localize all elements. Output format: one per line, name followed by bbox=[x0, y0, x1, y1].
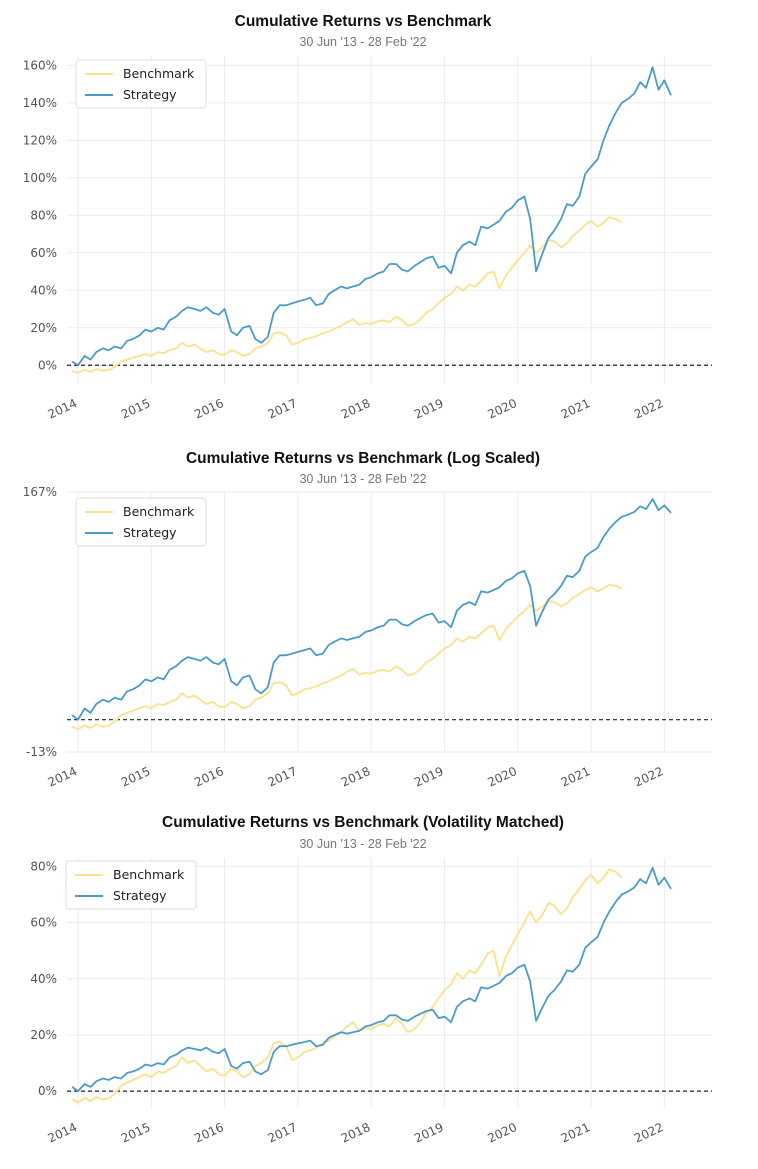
x-tick-label: 2019 bbox=[412, 1120, 446, 1146]
x-tick-label: 2021 bbox=[559, 764, 593, 790]
chart-3-lines bbox=[67, 866, 712, 1104]
chart-1-legend: Benchmark Strategy bbox=[75, 59, 207, 109]
x-tick-label: 2016 bbox=[192, 764, 226, 790]
y-tick-label: 60% bbox=[30, 916, 57, 930]
x-tick-label: 2017 bbox=[266, 1120, 300, 1146]
series-line-strategy bbox=[71, 66, 672, 367]
y-tick-label: 40% bbox=[30, 283, 57, 297]
x-tick-label: 2022 bbox=[632, 1120, 666, 1146]
y-tick-label: 80% bbox=[30, 859, 57, 873]
x-tick-label: 2019 bbox=[412, 764, 446, 790]
chart-panel-2: Cumulative Returns vs Benchmark (Log Sca… bbox=[23, 450, 712, 790]
series-line-benchmark bbox=[71, 583, 623, 731]
y-tick-label: -13% bbox=[26, 745, 57, 759]
legend-benchmark-label: Benchmark bbox=[123, 66, 195, 81]
chart-3-subtitle: 30 Jun '13 - 28 Feb '22 bbox=[299, 837, 426, 851]
x-tick-label: 2018 bbox=[339, 764, 373, 790]
y-tick-label: 100% bbox=[23, 171, 57, 185]
y-tick-label: 60% bbox=[30, 246, 57, 260]
series-line-benchmark bbox=[71, 868, 623, 1104]
x-tick-label: 2015 bbox=[119, 1120, 153, 1146]
chart-2-subtitle: 30 Jun '13 - 28 Feb '22 bbox=[299, 472, 426, 486]
chart-panel-3: Cumulative Returns vs Benchmark (Volatil… bbox=[30, 814, 712, 1146]
x-tick-label: 2018 bbox=[339, 1120, 373, 1146]
chart-3-title: Cumulative Returns vs Benchmark (Volatil… bbox=[162, 814, 564, 831]
y-tick-label: 20% bbox=[30, 321, 57, 335]
chart-1-y-ticks: 0% 20% 40% 60% 80% 100% 120% 140% 160% bbox=[23, 58, 57, 372]
y-tick-label: 20% bbox=[30, 1028, 57, 1042]
x-tick-label: 2021 bbox=[559, 1120, 593, 1146]
y-tick-label: 167% bbox=[23, 485, 57, 499]
x-tick-label: 2020 bbox=[485, 764, 519, 790]
x-tick-label: 2022 bbox=[632, 396, 666, 422]
legend-benchmark-label: Benchmark bbox=[123, 504, 195, 519]
chart-2-y-ticks: 167% -13% bbox=[23, 485, 57, 759]
y-tick-label: 80% bbox=[30, 208, 57, 222]
x-tick-label: 2017 bbox=[266, 396, 300, 422]
y-tick-label: 0% bbox=[38, 358, 57, 372]
chart-2-x-ticks: 2014 2015 2016 2017 2018 2019 2020 2021 2022 bbox=[46, 764, 666, 790]
x-tick-label: 2014 bbox=[46, 396, 80, 422]
y-tick-label: 120% bbox=[23, 133, 57, 147]
legend-strategy-label: Strategy bbox=[113, 888, 167, 903]
chart-panel-1: Cumulative Returns vs Benchmark 30 Jun '… bbox=[23, 13, 712, 422]
x-tick-label: 2019 bbox=[412, 396, 446, 422]
chart-1-title: Cumulative Returns vs Benchmark bbox=[235, 13, 492, 30]
chart-1-grid bbox=[67, 56, 712, 384]
x-tick-label: 2016 bbox=[192, 396, 226, 422]
chart-3-x-ticks: 2014 2015 2016 2017 2018 2019 2020 2021 2022 bbox=[46, 1120, 666, 1146]
chart-3-y-ticks: 0% 20% 40% 60% 80% bbox=[30, 859, 57, 1098]
legend-strategy-label: Strategy bbox=[123, 87, 177, 102]
chart-1-x-ticks: 2014 2015 2016 2017 2018 2019 2020 2021 2022 bbox=[46, 396, 666, 422]
x-tick-label: 2018 bbox=[339, 396, 373, 422]
x-tick-label: 2015 bbox=[119, 396, 153, 422]
x-tick-label: 2020 bbox=[485, 396, 519, 422]
chart-3-legend: Benchmark Strategy bbox=[65, 860, 197, 910]
y-tick-label: 140% bbox=[23, 96, 57, 110]
x-tick-label: 2015 bbox=[119, 764, 153, 790]
x-tick-label: 2016 bbox=[192, 1120, 226, 1146]
chart-2-title: Cumulative Returns vs Benchmark (Log Sca… bbox=[186, 450, 540, 467]
x-tick-label: 2014 bbox=[46, 1120, 80, 1146]
y-tick-label: 40% bbox=[30, 972, 57, 986]
y-tick-label: 0% bbox=[38, 1084, 57, 1098]
x-tick-label: 2020 bbox=[485, 1120, 519, 1146]
series-line-strategy bbox=[71, 866, 672, 1092]
chart-1-lines bbox=[67, 66, 712, 374]
x-tick-label: 2021 bbox=[559, 396, 593, 422]
x-tick-label: 2014 bbox=[46, 764, 80, 790]
chart-2-lines bbox=[67, 498, 712, 731]
legend-benchmark-label: Benchmark bbox=[113, 867, 185, 882]
series-line-strategy bbox=[71, 498, 672, 721]
x-tick-label: 2017 bbox=[266, 764, 300, 790]
chart-2-legend: Benchmark Strategy bbox=[75, 497, 207, 547]
legend-strategy-label: Strategy bbox=[123, 525, 177, 540]
chart-1-subtitle: 30 Jun '13 - 28 Feb '22 bbox=[299, 35, 426, 49]
y-tick-label: 160% bbox=[23, 58, 57, 72]
x-tick-label: 2022 bbox=[632, 764, 666, 790]
series-line-benchmark bbox=[71, 216, 623, 374]
